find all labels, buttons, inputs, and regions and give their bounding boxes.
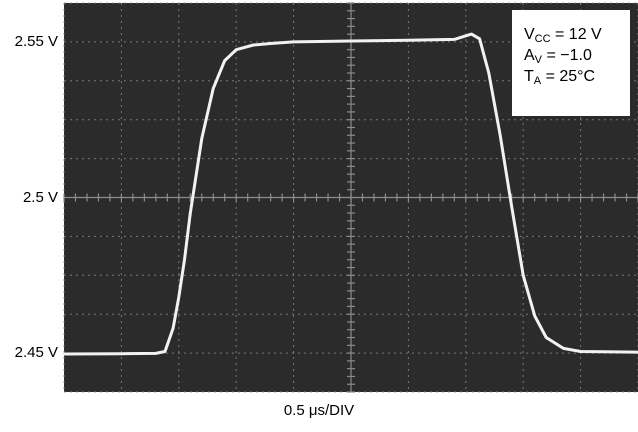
y-tick-label-middle: 2.5 V: [22, 188, 58, 206]
y-tick-label-bottom: 2.45 V: [14, 344, 58, 362]
condition-temp: TA = 25°C: [524, 68, 596, 87]
x-axis-label: 0.5 μs/DIV: [283, 402, 355, 419]
condition-gain: AV = −1.0: [524, 47, 592, 66]
condition-vcc: VCC = 12 V: [524, 26, 602, 45]
test-conditions-box: VCC = 12 V AV = −1.0 TA = 25°C: [512, 10, 630, 116]
graticule-grid: [63, 2, 638, 393]
y-tick-label-top: 2.55 V: [14, 32, 58, 50]
waveform-trace: [62, 32, 638, 356]
